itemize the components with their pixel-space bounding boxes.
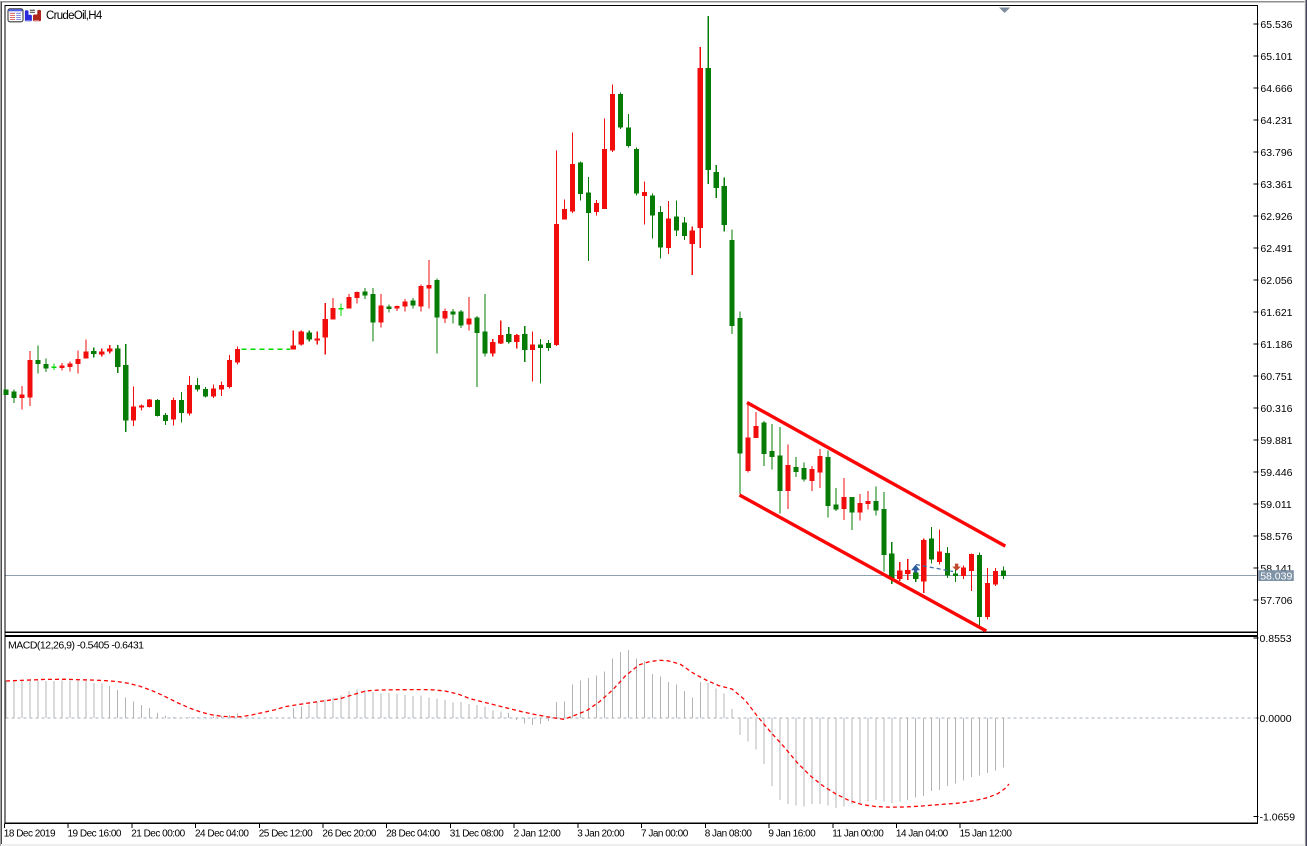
svg-text:65.101: 65.101 [1260,51,1292,63]
svg-text:61.621: 61.621 [1260,307,1292,319]
svg-text:60.316: 60.316 [1260,403,1292,415]
svg-text:59.881: 59.881 [1260,435,1292,447]
svg-text:64.666: 64.666 [1260,83,1292,95]
svg-text:-1.0659: -1.0659 [1260,812,1296,824]
svg-text:31 Dec 08:00: 31 Dec 08:00 [450,829,504,840]
svg-text:59.446: 59.446 [1260,467,1292,479]
svg-text:15 Jan 12:00: 15 Jan 12:00 [960,829,1013,840]
svg-text:26 Dec 20:00: 26 Dec 20:00 [322,829,376,840]
svg-text:57.706: 57.706 [1260,595,1292,607]
svg-text:18 Dec 2019: 18 Dec 2019 [4,829,56,840]
svg-text:9 Jan 16:00: 9 Jan 16:00 [768,829,816,840]
svg-text:0.8553: 0.8553 [1260,633,1292,645]
svg-text:28 Dec 04:00: 28 Dec 04:00 [386,829,440,840]
svg-text:63.361: 63.361 [1260,179,1292,191]
svg-text:24 Dec 04:00: 24 Dec 04:00 [195,829,249,840]
svg-text:62.926: 62.926 [1260,211,1292,223]
svg-text:25 Dec 12:00: 25 Dec 12:00 [259,829,313,840]
svg-text:7 Jan 00:00: 7 Jan 00:00 [641,829,689,840]
svg-text:60.751: 60.751 [1260,371,1292,383]
svg-text:63.796: 63.796 [1260,147,1292,159]
svg-text:65.536: 65.536 [1260,19,1292,31]
svg-text:58.039: 58.039 [1260,571,1292,583]
svg-text:CrudeOil,H4: CrudeOil,H4 [46,10,103,22]
svg-text:MACD(12,26,9) -0.5405 -0.6431: MACD(12,26,9) -0.5405 -0.6431 [8,640,144,652]
svg-text:61.186: 61.186 [1260,339,1292,351]
svg-text:3 Jan 20:00: 3 Jan 20:00 [577,829,625,840]
svg-text:59.011: 59.011 [1260,499,1291,511]
svg-text:21 Dec 00:00: 21 Dec 00:00 [131,829,185,840]
svg-text:58.576: 58.576 [1260,531,1292,543]
svg-text:62.056: 62.056 [1260,275,1292,287]
svg-text:8 Jan 08:00: 8 Jan 08:00 [705,829,753,840]
svg-text:11 Jan 00:00: 11 Jan 00:00 [832,829,884,840]
svg-text:2 Jan 12:00: 2 Jan 12:00 [514,829,562,840]
svg-text:0.0000: 0.0000 [1260,713,1292,725]
svg-text:62.491: 62.491 [1260,243,1292,255]
svg-text:14 Jan 04:00: 14 Jan 04:00 [896,829,949,840]
svg-text:19 Dec 16:00: 19 Dec 16:00 [68,829,122,840]
svg-text:64.231: 64.231 [1260,115,1292,127]
